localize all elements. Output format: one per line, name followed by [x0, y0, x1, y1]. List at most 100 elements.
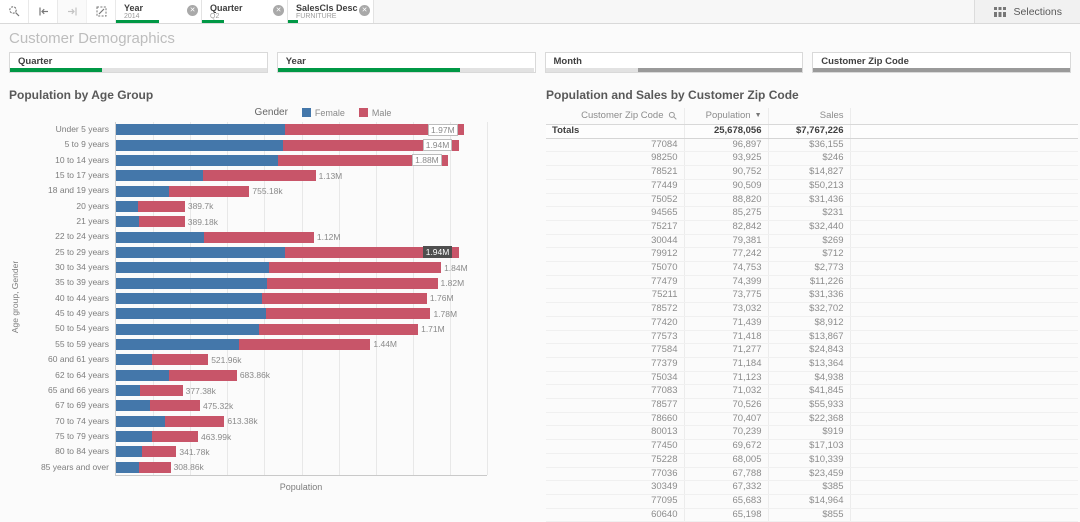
cell-customer-zip-code[interactable]: 77036 [546, 467, 685, 482]
cell-sales[interactable]: $385 [768, 480, 851, 495]
cell-sales[interactable]: $50,213 [768, 179, 851, 194]
cell-sales[interactable]: $31,336 [768, 288, 851, 304]
bar-segment-male[interactable] [202, 170, 316, 182]
cell-customer-zip-code[interactable]: 77379 [546, 357, 685, 372]
cell-sales[interactable]: $855 [768, 508, 851, 522]
cell-population[interactable]: 65,198 [684, 508, 769, 522]
cell-sales[interactable]: $32,440 [768, 220, 851, 235]
cell-sales[interactable]: $919 [768, 425, 851, 441]
stacked-bar-55-to-59-years[interactable] [116, 338, 371, 350]
cell-sales[interactable]: $8,912 [768, 316, 851, 331]
bar-segment-male[interactable] [139, 216, 185, 228]
cell-population[interactable]: 90,509 [684, 179, 769, 194]
filterpane-year[interactable]: Year [276, 52, 536, 73]
bar-segment-male[interactable] [239, 338, 371, 350]
cell-customer-zip-code[interactable]: 77450 [546, 439, 685, 454]
cell-population[interactable]: 90,752 [684, 165, 769, 180]
bar-segment-male[interactable] [268, 262, 442, 274]
filterpane-quarter[interactable]: Quarter [9, 52, 268, 73]
bar-segment-female[interactable] [116, 446, 142, 458]
cell-population[interactable]: 67,332 [684, 480, 769, 495]
cell-sales[interactable]: $2,773 [768, 261, 851, 276]
bar-segment-male[interactable] [283, 139, 459, 151]
stacked-bar-25-to-29-years[interactable] [116, 246, 459, 258]
bar-segment-female[interactable] [116, 292, 263, 304]
bar-segment-female[interactable] [116, 338, 240, 350]
bar-segment-female[interactable] [116, 400, 151, 412]
stacked-bar-18-and-19-years[interactable] [116, 185, 250, 197]
bar-segment-female[interactable] [116, 231, 205, 243]
stacked-bar-10-to-14-years[interactable] [116, 154, 449, 166]
bar-segment-male[interactable] [204, 231, 314, 243]
bar-segment-female[interactable] [116, 139, 284, 151]
cell-customer-zip-code[interactable]: 60640 [546, 508, 685, 522]
bar-segment-male[interactable] [164, 415, 225, 427]
bar-segment-female[interactable] [116, 154, 278, 166]
cell-customer-zip-code[interactable]: 77449 [546, 179, 685, 194]
bar-segment-male[interactable] [285, 246, 459, 258]
cell-sales[interactable]: $24,843 [768, 343, 851, 358]
bar-segment-female[interactable] [116, 369, 170, 381]
cell-customer-zip-code[interactable]: 77584 [546, 343, 685, 358]
bar-segment-female[interactable] [116, 124, 286, 136]
stacked-bar-62-to-64-years[interactable] [116, 369, 237, 381]
column-header-population[interactable]: Population ▼ [684, 108, 769, 125]
cell-population[interactable]: 74,399 [684, 275, 769, 290]
bar-segment-female[interactable] [116, 170, 203, 182]
legend-item-female[interactable]: Female [301, 108, 345, 118]
bar-segment-male[interactable] [151, 354, 209, 366]
bar-segment-male[interactable] [259, 323, 419, 335]
step-forward-button[interactable] [58, 0, 87, 23]
cell-population[interactable]: 70,239 [684, 425, 769, 441]
cell-population[interactable]: 71,032 [684, 384, 769, 400]
bar-segment-female[interactable] [116, 262, 269, 274]
cell-customer-zip-code[interactable]: 77479 [546, 275, 685, 290]
column-header-customer-zip-code[interactable]: Customer Zip Code [546, 108, 685, 125]
column-header-sales[interactable]: Sales [768, 108, 851, 125]
cell-sales[interactable]: $22,368 [768, 412, 851, 427]
cell-population[interactable]: 79,381 [684, 234, 769, 249]
selection-chip-salescls-desc[interactable]: SalesCls Desc FURNITURE ✕ [288, 0, 374, 23]
bar-segment-male[interactable] [139, 461, 171, 473]
bar-segment-female[interactable] [116, 277, 268, 289]
bar-segment-female[interactable] [116, 200, 139, 212]
cell-population[interactable]: 74,753 [684, 261, 769, 276]
stacked-bar-45-to-49-years[interactable] [116, 308, 431, 320]
bar-segment-female[interactable] [116, 216, 140, 228]
cell-customer-zip-code[interactable]: 79912 [546, 247, 685, 263]
cell-population[interactable]: 70,526 [684, 398, 769, 413]
cell-customer-zip-code[interactable]: 94565 [546, 206, 685, 221]
bar-segment-male[interactable] [141, 446, 177, 458]
cell-customer-zip-code[interactable]: 75070 [546, 261, 685, 276]
stacked-bar-50-to-54-years[interactable] [116, 323, 419, 335]
cell-customer-zip-code[interactable]: 77095 [546, 494, 685, 509]
cell-customer-zip-code[interactable]: 77083 [546, 384, 685, 400]
cell-population[interactable]: 71,123 [684, 371, 769, 386]
cell-customer-zip-code[interactable]: 75217 [546, 220, 685, 235]
cell-sales[interactable]: $17,103 [768, 439, 851, 454]
cell-sales[interactable]: $231 [768, 206, 851, 221]
cell-customer-zip-code[interactable]: 75034 [546, 371, 685, 386]
column-search-icon[interactable] [668, 111, 678, 121]
cell-sales[interactable]: $712 [768, 247, 851, 263]
cell-customer-zip-code[interactable]: 78572 [546, 302, 685, 317]
cell-population[interactable]: 85,275 [684, 206, 769, 221]
cell-population[interactable]: 69,672 [684, 439, 769, 454]
cell-sales[interactable]: $14,827 [768, 165, 851, 180]
cell-population[interactable]: 77,242 [684, 247, 769, 263]
selection-chip-year[interactable]: Year 2014 ✕ [116, 0, 202, 23]
stacked-bar-20-years[interactable] [116, 200, 185, 212]
cell-population[interactable]: 88,820 [684, 193, 769, 208]
cell-population[interactable]: 82,842 [684, 220, 769, 235]
cell-population[interactable]: 73,032 [684, 302, 769, 317]
stacked-bar-21-years[interactable] [116, 216, 185, 228]
stacked-bar-5-to-9-years[interactable] [116, 139, 459, 151]
bar-segment-male[interactable] [152, 431, 198, 443]
smart-search-button[interactable] [0, 0, 29, 23]
stacked-bar-67-to-69-years[interactable] [116, 400, 200, 412]
stacked-bar-75-to-79-years[interactable] [116, 431, 198, 443]
cell-population[interactable]: 71,184 [684, 357, 769, 372]
cell-customer-zip-code[interactable]: 78577 [546, 398, 685, 413]
cell-sales[interactable]: $10,339 [768, 453, 851, 468]
cell-sales[interactable]: $31,436 [768, 193, 851, 208]
